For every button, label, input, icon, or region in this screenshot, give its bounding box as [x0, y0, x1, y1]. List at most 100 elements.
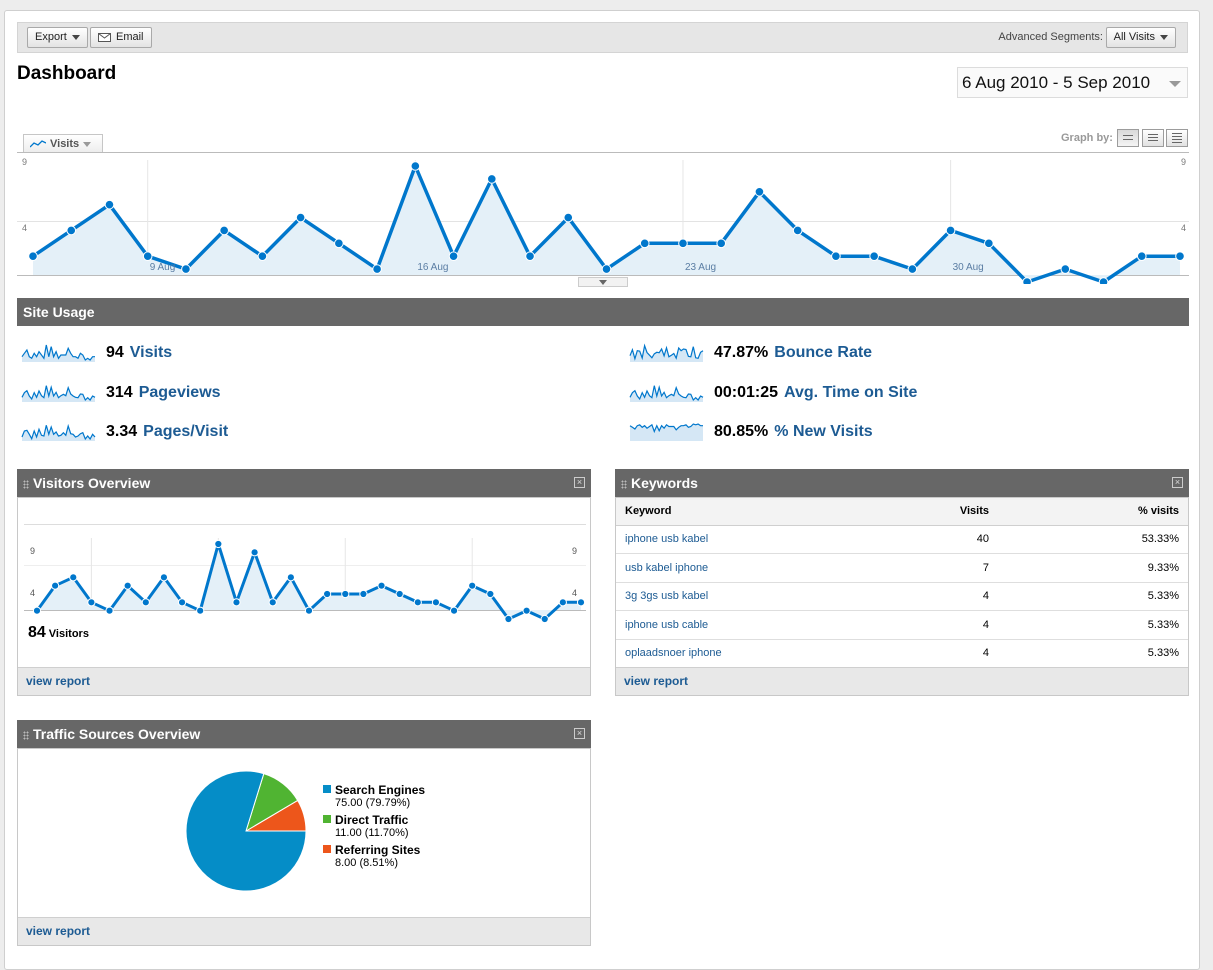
data-point[interactable] [716, 238, 727, 249]
segments-dropdown[interactable]: All Visits [1105, 27, 1176, 48]
view-report-link[interactable]: view report [616, 667, 1188, 695]
data-point[interactable] [87, 598, 96, 607]
data-point[interactable] [1136, 251, 1147, 262]
data-point[interactable] [522, 606, 531, 615]
data-point[interactable] [177, 598, 187, 607]
data-point[interactable] [141, 598, 150, 607]
data-point[interactable] [431, 598, 441, 607]
data-point[interactable] [576, 598, 586, 607]
data-point[interactable] [214, 539, 223, 549]
data-point[interactable] [232, 598, 241, 607]
data-point[interactable] [869, 251, 879, 262]
metric-link-visits[interactable]: Visits [129, 344, 173, 361]
metric-link-pageviews[interactable]: Pageviews [138, 384, 221, 401]
graph-by-week-button[interactable] [1142, 129, 1164, 147]
data-point[interactable] [51, 581, 60, 590]
data-point[interactable] [410, 161, 421, 171]
data-point[interactable] [372, 264, 382, 274]
keyword-link[interactable]: oplaadsnoer iphone [616, 639, 908, 668]
data-point[interactable] [142, 251, 153, 262]
date-range-picker[interactable]: 6 Aug 2010 - 5 Sep 2010 [957, 67, 1188, 98]
data-point[interactable] [525, 251, 535, 262]
column-header-visits[interactable]: Visits [908, 498, 998, 526]
visitors-overview-header[interactable]: Visitors Overview × [17, 469, 591, 497]
close-icon[interactable]: × [1172, 477, 1183, 488]
data-point[interactable] [1022, 277, 1032, 284]
data-point[interactable] [104, 199, 115, 210]
close-icon[interactable]: × [574, 477, 585, 488]
graph-by-day-button[interactable] [1117, 129, 1139, 147]
data-point[interactable] [181, 264, 191, 274]
graph-by-month-button[interactable] [1166, 129, 1188, 147]
data-point[interactable] [601, 264, 612, 274]
view-report-link[interactable]: view report [18, 667, 590, 695]
data-point[interactable] [341, 589, 350, 599]
data-point[interactable] [558, 598, 567, 607]
data-point[interactable] [563, 212, 574, 223]
email-button[interactable]: Email [90, 27, 152, 48]
data-point[interactable] [196, 606, 205, 615]
data-point[interactable] [448, 251, 459, 262]
data-point[interactable] [504, 614, 513, 624]
metric-link-bounce-rate[interactable]: Bounce Rate [774, 344, 873, 361]
metric-link-avg-time-on-site[interactable]: Avg. Time on Site [784, 384, 918, 401]
data-point[interactable] [639, 238, 650, 249]
data-point[interactable] [105, 606, 114, 615]
data-point[interactable] [69, 573, 78, 582]
data-point[interactable] [295, 212, 306, 223]
pie-slice-search-engines[interactable] [185, 770, 307, 892]
data-point[interactable] [250, 548, 259, 557]
data-point[interactable] [32, 606, 42, 615]
data-point[interactable] [540, 614, 549, 624]
data-point[interactable] [1175, 251, 1185, 262]
data-point[interactable] [678, 238, 688, 249]
keyword-link[interactable]: usb kabel iphone [616, 553, 908, 583]
traffic-sources-header[interactable]: Traffic Sources Overview × [17, 720, 591, 748]
data-point[interactable] [304, 606, 314, 615]
data-point[interactable] [1098, 277, 1109, 284]
keywords-header[interactable]: Keywords × [615, 469, 1189, 497]
data-point[interactable] [487, 174, 497, 184]
export-button[interactable]: Export [27, 27, 88, 48]
data-point[interactable] [1060, 264, 1071, 274]
drag-handle-icon[interactable] [23, 480, 29, 489]
data-point[interactable] [257, 251, 268, 262]
keyword-link[interactable]: 3g 3gs usb kabel [616, 582, 908, 611]
data-point[interactable] [754, 186, 765, 197]
column-header-keyword[interactable]: Keyword [616, 498, 908, 526]
keyword-link[interactable]: iphone usb kabel [616, 525, 908, 554]
data-point[interactable] [831, 251, 841, 262]
data-point[interactable] [792, 225, 803, 236]
data-point[interactable] [123, 581, 132, 590]
data-point[interactable] [159, 573, 169, 582]
data-point[interactable] [486, 589, 495, 599]
expand-graph-handle[interactable] [578, 277, 628, 287]
data-point[interactable] [219, 225, 229, 236]
data-point[interactable] [334, 238, 344, 249]
column-header-percent-visits[interactable]: % visits [998, 498, 1188, 526]
data-point[interactable] [449, 606, 459, 615]
metric-link-pages-per-visit[interactable]: Pages/Visit [143, 423, 229, 440]
data-point[interactable] [286, 573, 295, 582]
metric-link-new-visits[interactable]: % New Visits [774, 423, 873, 440]
data-point[interactable] [359, 589, 368, 599]
metric-value: 314 [106, 384, 133, 401]
data-point[interactable] [907, 264, 918, 274]
data-point[interactable] [377, 581, 386, 590]
data-point[interactable] [268, 598, 277, 607]
data-point[interactable] [945, 225, 956, 236]
data-point[interactable] [395, 589, 404, 599]
drag-handle-icon[interactable] [23, 731, 29, 740]
close-icon[interactable]: × [574, 728, 585, 739]
data-point[interactable] [468, 581, 477, 590]
metric-value: 3.34 [106, 423, 138, 440]
keyword-link[interactable]: iphone usb cable [616, 610, 908, 640]
metric-selector-tab[interactable]: Visits [23, 134, 103, 153]
data-point[interactable] [28, 251, 38, 262]
data-point[interactable] [66, 225, 77, 236]
data-point[interactable] [413, 598, 422, 607]
data-point[interactable] [984, 238, 994, 249]
data-point[interactable] [323, 589, 332, 599]
view-report-link[interactable]: view report [18, 917, 590, 945]
drag-handle-icon[interactable] [621, 480, 627, 489]
